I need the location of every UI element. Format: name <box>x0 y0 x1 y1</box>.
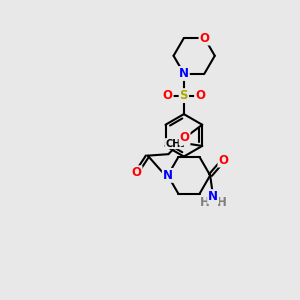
Text: S: S <box>180 89 188 102</box>
Text: CH₃: CH₃ <box>166 139 185 148</box>
Text: H: H <box>216 196 226 209</box>
Text: O: O <box>132 166 142 179</box>
Text: N: N <box>208 190 218 203</box>
Text: H: H <box>200 196 210 209</box>
Text: N: N <box>179 67 189 80</box>
Text: O: O <box>200 32 209 45</box>
Text: O: O <box>180 131 190 145</box>
Text: O: O <box>163 89 173 102</box>
Text: O: O <box>218 154 228 166</box>
Text: N: N <box>163 169 173 182</box>
Text: O: O <box>195 89 205 102</box>
